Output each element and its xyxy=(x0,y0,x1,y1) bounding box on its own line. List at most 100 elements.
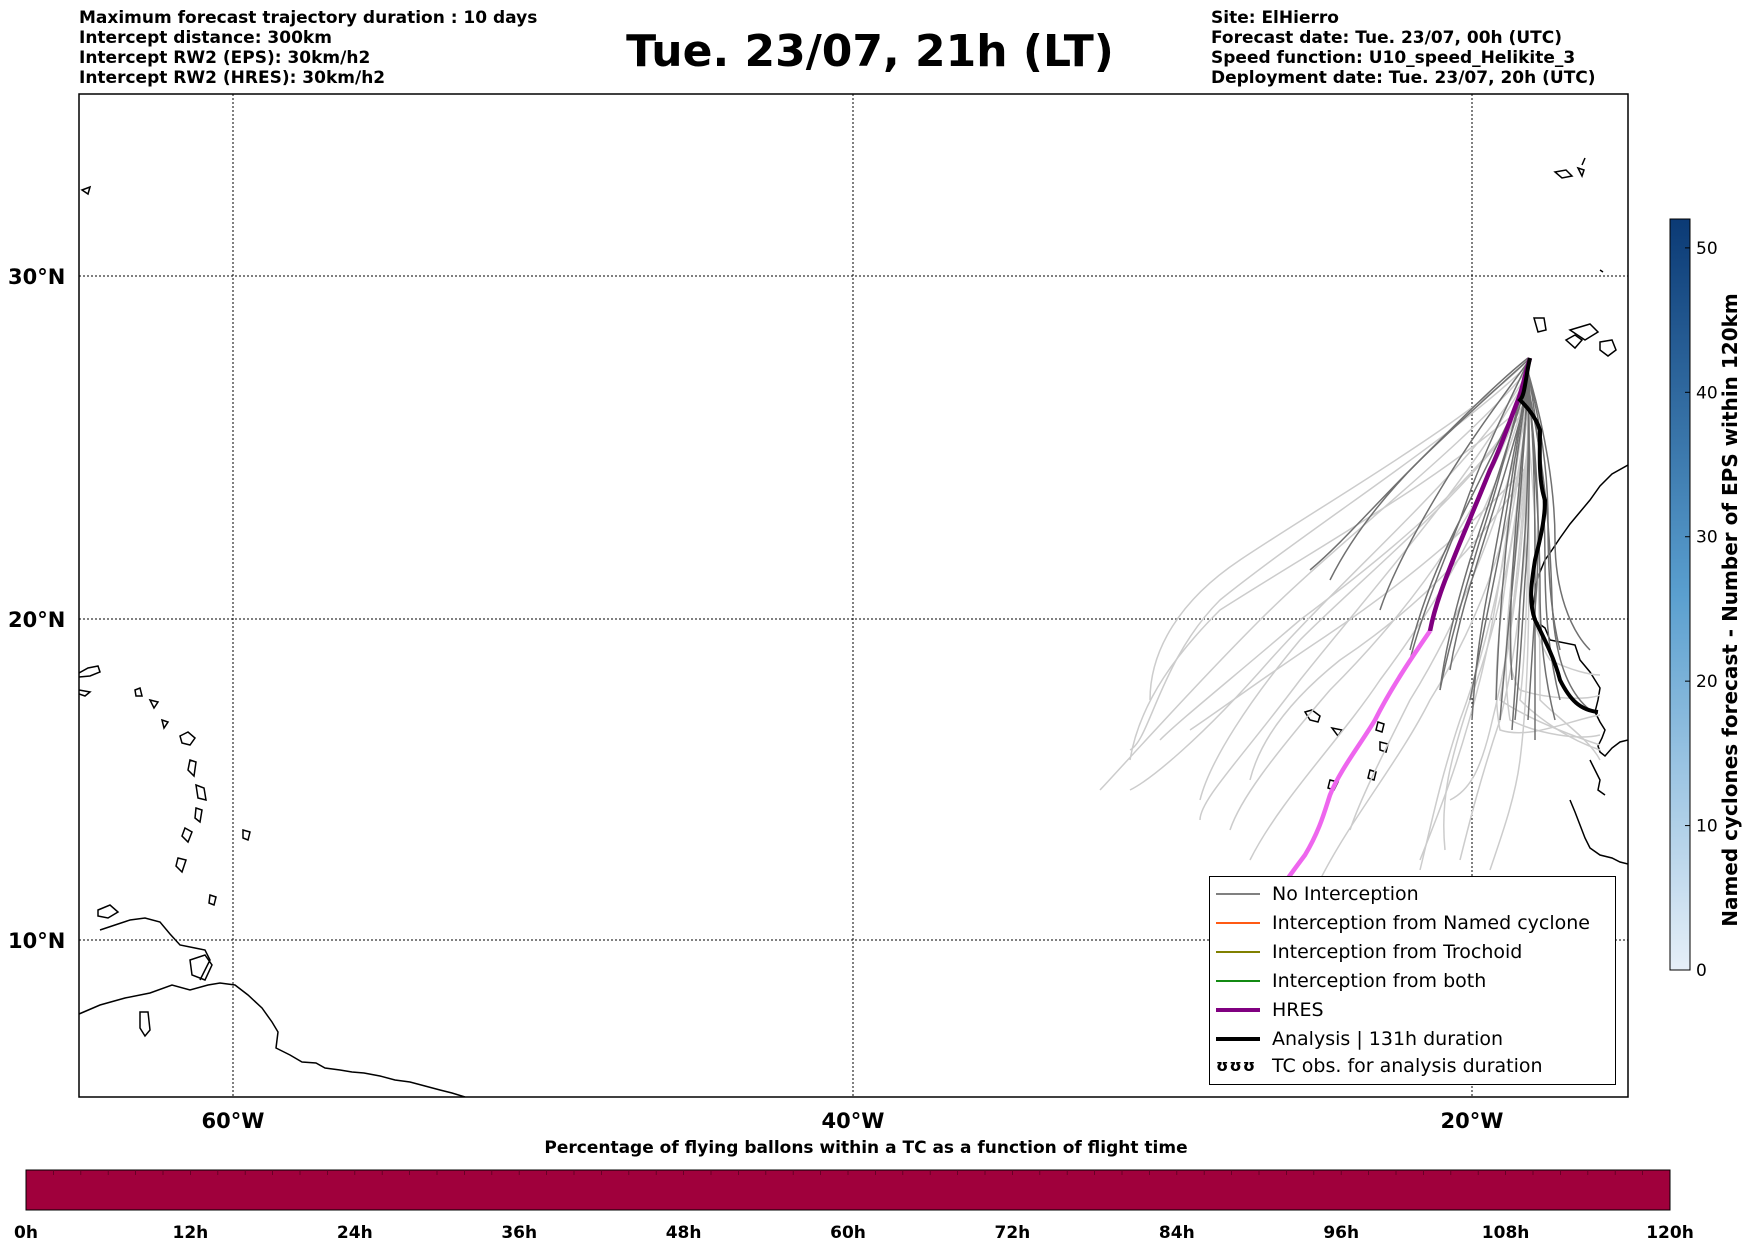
trajectory-dark-2 xyxy=(1309,359,1529,571)
legend-item: Interception from both xyxy=(1210,968,1615,996)
lon-label-60w: 60°W xyxy=(202,1109,265,1133)
trajectory-dark-18 xyxy=(1511,383,1530,731)
legend-label: HRES xyxy=(1272,999,1324,1021)
trajectory-dark-13 xyxy=(1495,374,1529,701)
island-lesser-4 xyxy=(194,806,203,824)
lon-label-40w: 40°W xyxy=(822,1109,885,1133)
island-madeira-2 xyxy=(1576,166,1585,178)
colorbar xyxy=(1669,218,1691,971)
trajectories xyxy=(1099,357,1601,917)
trajectory-dark-15 xyxy=(1439,377,1529,691)
hres-trajectory-early xyxy=(1427,357,1533,632)
legend-label: Interception from both xyxy=(1272,970,1487,992)
legend-item: Interception from Trochoid xyxy=(1210,939,1615,967)
coast-south-america xyxy=(79,982,466,1097)
hres-trajectory-late xyxy=(1262,629,1432,917)
flight-time-bar-title: Percentage of flying ballons within a TC… xyxy=(544,1138,1188,1158)
coast-guinea xyxy=(1589,759,1606,796)
island-canary-2 xyxy=(1564,334,1584,350)
lat-label-30n: 30°N xyxy=(8,265,65,289)
legend-line-swatch xyxy=(1216,980,1260,982)
trajectory-dark-11 xyxy=(1527,371,1591,651)
colorbar-ticks: 0 10 20 30 40 50 xyxy=(1685,239,1718,981)
trajectory-light-13 xyxy=(1199,404,1529,801)
legend-label: Interception from Trochoid xyxy=(1272,941,1523,963)
header-right-info: Site: ElHierro Forecast date: Tue. 23/07… xyxy=(1211,8,1596,88)
island-madeira xyxy=(1553,169,1574,179)
island-lesser-3 xyxy=(195,783,207,802)
trajectory-light-11 xyxy=(1159,397,1529,741)
island-lesser-9 xyxy=(97,904,120,919)
island-tobago xyxy=(139,1011,151,1038)
trajectory-dark-21 xyxy=(1449,389,1529,671)
island-lesser-11 xyxy=(148,698,160,710)
legend-line-swatch xyxy=(1216,893,1260,895)
island-lesser-5 xyxy=(181,826,193,844)
island-canary-1 xyxy=(1533,317,1547,333)
tc-obs-symbol-icon: ʊʊʊ xyxy=(1216,1056,1257,1075)
trajectory-dark-20 xyxy=(1527,387,1539,721)
page-title: Tue. 23/07, 21h (LT) xyxy=(626,26,1114,77)
flight-time-tick-label: 24h xyxy=(337,1223,373,1241)
island-cape-verde-1 xyxy=(1303,709,1321,723)
legend-label: No Interception xyxy=(1272,883,1419,905)
header-left-info: Maximum forecast trajectory duration : 1… xyxy=(79,8,537,88)
flight-time-tick-label: 120h xyxy=(1646,1223,1694,1241)
flight-time-tick-label: 36h xyxy=(501,1223,537,1241)
flight-time-tick-label: 0h xyxy=(14,1223,38,1241)
legend-line-swatch xyxy=(1216,922,1260,924)
header-speed-function: Speed function: U10_speed_Helikite_3 xyxy=(1211,48,1576,68)
header-deployment-date: Deployment date: Tue. 23/07, 20h (UTC) xyxy=(1211,68,1596,88)
legend-item: Analysis | 131h duration xyxy=(1210,1026,1615,1054)
trajectory-dark-17 xyxy=(1527,381,1556,721)
header-intercept-eps: Intercept RW2 (EPS): 30km/h2 xyxy=(79,48,371,68)
trajectory-light-23 xyxy=(1495,449,1601,734)
legend-line-swatch xyxy=(1216,1008,1260,1012)
map-frame xyxy=(78,93,1629,1098)
flight-time-tick-label: 108h xyxy=(1482,1223,1530,1241)
island-madeira-3 xyxy=(1581,157,1586,166)
legend-label-tc-obs: TC obs. for analysis duration xyxy=(1272,1055,1543,1077)
legend-item: Interception from Named cyclone xyxy=(1210,910,1615,938)
island-lesser-6 xyxy=(175,857,187,874)
header-max-duration: Maximum forecast trajectory duration : 1… xyxy=(79,8,538,28)
island-cape-verde-4 xyxy=(1379,741,1389,753)
island-virgin xyxy=(79,689,92,697)
analysis-trajectory xyxy=(1517,357,1599,714)
trajectory-light-15 xyxy=(1419,411,1529,871)
island-lesser-13 xyxy=(80,185,92,196)
trajectory-light-5 xyxy=(1199,375,1529,821)
island-azores xyxy=(1599,269,1604,273)
trajectory-light-14 xyxy=(1349,409,1529,831)
lon-label-20w: 20°W xyxy=(1441,1109,1504,1133)
flight-time-tick-label: 60h xyxy=(830,1223,866,1241)
island-trinidad xyxy=(189,954,213,981)
flight-time-tick-label: 84h xyxy=(1159,1223,1195,1241)
trajectory-dark-22 xyxy=(1509,394,1529,681)
colorbar-tick-label: 30 xyxy=(1696,528,1718,548)
trajectory-dark-3 xyxy=(1379,361,1529,611)
legend-line-swatch xyxy=(1216,1037,1260,1041)
eps-trajectories-no-interception xyxy=(1309,357,1591,740)
flight-time-tick-label: 72h xyxy=(995,1223,1031,1241)
trajectory-dark-5 xyxy=(1439,363,1529,691)
header-site: Site: ElHierro xyxy=(1211,8,1339,28)
coast-west-africa-south xyxy=(1569,799,1628,865)
island-lesser-7 xyxy=(242,829,251,842)
legend-line-swatch xyxy=(1216,951,1260,953)
trajectory-light-3 xyxy=(1099,369,1529,791)
island-lesser-8 xyxy=(208,893,217,907)
island-cape-verde-3 xyxy=(1375,721,1385,733)
legend-label: Analysis | 131h duration xyxy=(1272,1028,1504,1050)
flight-time-tick-label: 12h xyxy=(173,1223,209,1241)
trajectory-light-1 xyxy=(1149,359,1529,701)
island-canary-3 xyxy=(1568,323,1600,341)
gridlines xyxy=(79,94,1628,1097)
island-lesser-2 xyxy=(187,759,197,778)
island-canary-4 xyxy=(1599,339,1617,357)
colorbar-tick-label: 10 xyxy=(1696,817,1718,837)
flight-time-tick-label: 48h xyxy=(666,1223,702,1241)
legend-item-tc-obs: ʊʊʊ TC obs. for analysis duration xyxy=(1210,1053,1615,1081)
island-cape-verde-6 xyxy=(1367,769,1377,781)
